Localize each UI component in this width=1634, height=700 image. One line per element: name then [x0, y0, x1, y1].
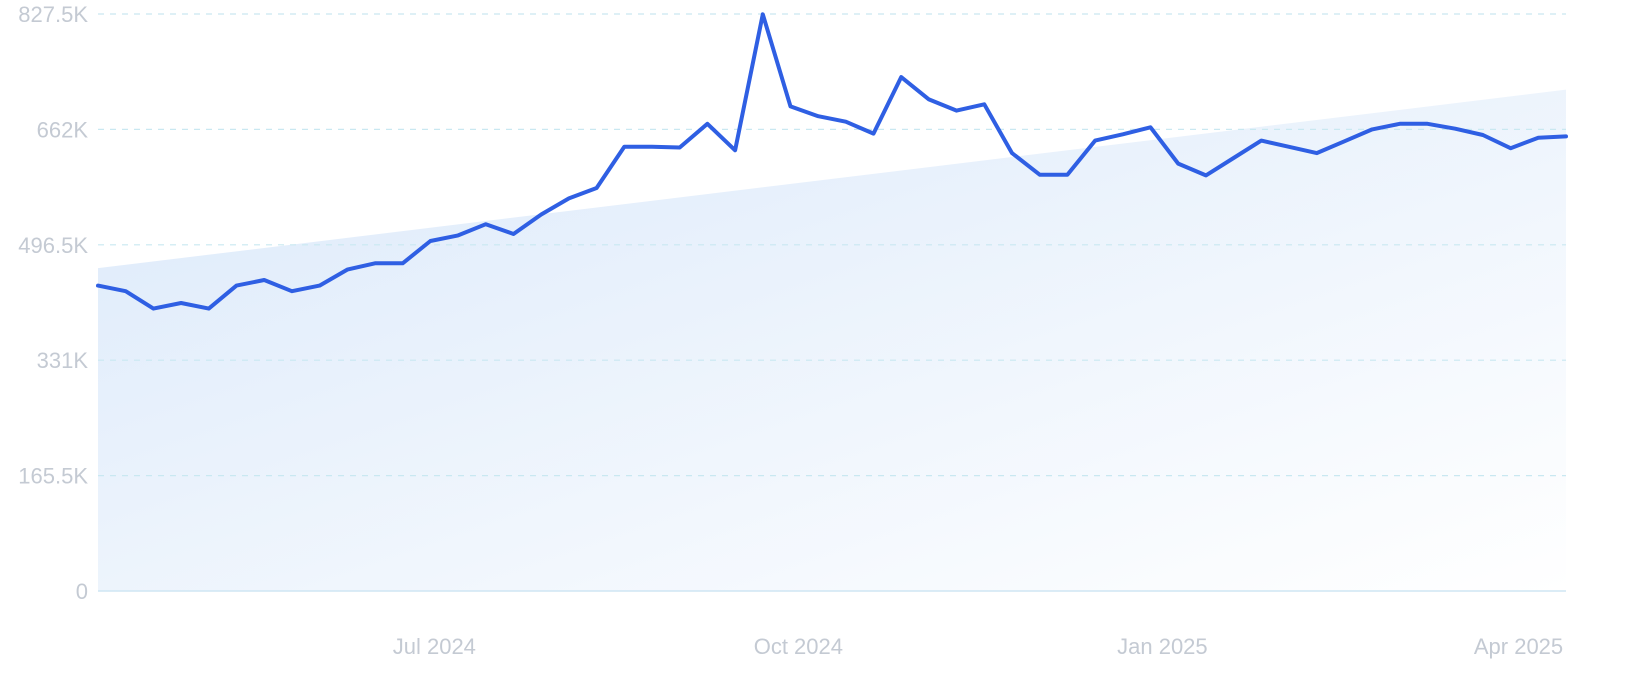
x-axis-tick-labels: Jul 2024 Oct 2024 Jan 2025 Apr 2025: [393, 634, 1563, 659]
y-tick-label: 0: [76, 579, 88, 604]
trend-area: [98, 89, 1566, 592]
trend-area-layer: [98, 89, 1566, 592]
series-line: [96, 12, 1568, 311]
y-tick-label: 496.5K: [18, 233, 88, 258]
y-tick-label: 331K: [37, 348, 89, 373]
x-tick-label: Jan 2025: [1117, 634, 1208, 659]
y-axis-tick-labels: 0 165.5K 331K 496.5K 662K 827.5K: [18, 2, 88, 604]
y-tick-label: 165.5K: [18, 464, 88, 489]
x-tick-label: Jul 2024: [393, 634, 476, 659]
gridlines: [98, 13, 1566, 592]
y-tick-label: 827.5K: [18, 2, 88, 27]
x-tick-label: Apr 2025: [1474, 634, 1563, 659]
y-tick-label: 662K: [37, 117, 89, 142]
series-line-layer: [96, 12, 1568, 311]
x-tick-label: Oct 2024: [754, 634, 843, 659]
